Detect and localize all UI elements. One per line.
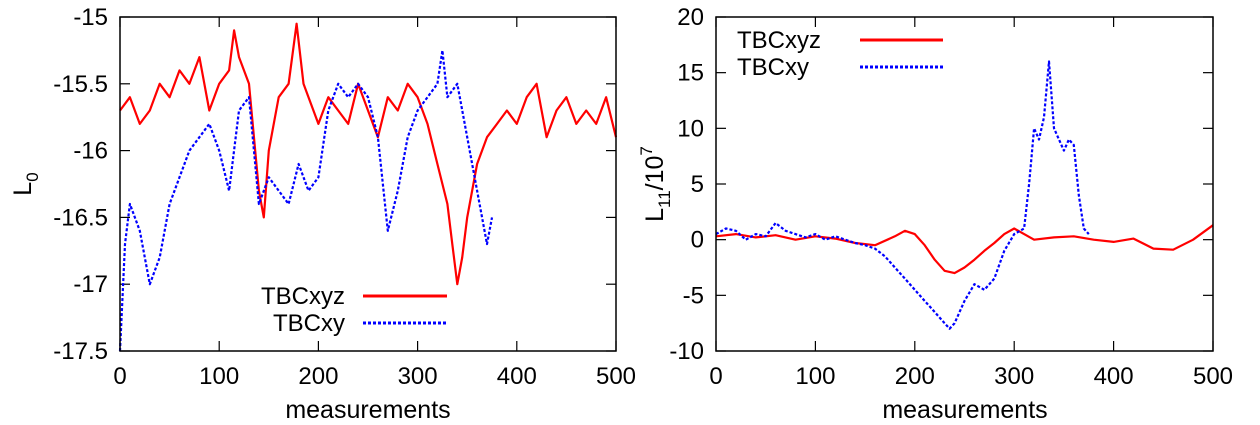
chart-left: 0 100 200 300 400 500 -17.5 -17 -16.5 -16 -15.5 -15… — [9, 4, 636, 424]
chart-right-x-tick-label: 500 — [1193, 363, 1233, 390]
chart-right-series — [715, 60, 1214, 330]
chart-left-y-tick-label: -17 — [73, 271, 108, 298]
chart-left-y-axis-label: L0 — [9, 172, 42, 195]
chart-left-legend-label-0: TBCxyz — [261, 283, 345, 310]
chart-right-tick-labels: 0 100 200 300 400 500 -10 -5 0 5 10 15 20 — [669, 4, 1233, 390]
chart-left-x-tick-label: 400 — [497, 363, 537, 390]
chart-left-series-tbcxyz-line — [119, 22, 618, 286]
chart-right: 0 100 200 300 400 500 -10 -5 0 5 10 15 20 measuremen… — [637, 4, 1233, 424]
chart-right-x-tick-label: 100 — [795, 363, 835, 390]
chart-left-y-tick-label: -16 — [73, 138, 108, 165]
chart-left-tick-labels: 0 100 200 300 400 500 -17.5 -17 -16.5 -16 -15.5 -15 — [53, 4, 636, 390]
chart-right-series-tbcxyz-line — [715, 224, 1214, 275]
chart-left-x-tick-label: 100 — [199, 363, 239, 390]
chart-left-x-tick-label: 200 — [298, 363, 338, 390]
chart-right-y-tick-label: 0 — [691, 227, 704, 254]
chart-right-x-tick-label: 0 — [709, 363, 722, 390]
chart-right-x-axis-label: measurements — [882, 396, 1047, 424]
chart-left-y-tick-label: -15.5 — [53, 71, 108, 98]
chart-right-y-tick-label: 15 — [677, 60, 704, 87]
chart-left-y-tick-label: -17.5 — [53, 338, 108, 365]
chart-right-y-tick-label: 10 — [677, 115, 704, 142]
chart-left-series — [118, 22, 618, 352]
chart-right-legend-label-0: TBCxyz — [737, 27, 821, 54]
chart-left-y-tick-label: -15 — [73, 4, 108, 31]
chart-left-plot-frame — [119, 16, 617, 352]
chart-right-legend-label-1: TBCxy — [737, 54, 809, 81]
chart-left-y-tick-label: -16.5 — [53, 204, 108, 231]
chart-right-y-axis-label: L11/107 — [637, 146, 674, 222]
chart-right-y-tick-label: -10 — [669, 338, 704, 365]
chart-left-legend: TBCxyz TBCxy — [261, 283, 447, 337]
chart-left-series-tbcxy-line — [118, 49, 494, 352]
chart-right-y-tick-label: 5 — [691, 171, 704, 198]
chart-right-y-tick-label: 20 — [677, 4, 704, 31]
chart-right-x-tick-label: 200 — [895, 363, 935, 390]
chart-left-x-tick-label: 500 — [596, 363, 636, 390]
chart-left-x-axis-label: measurements — [285, 396, 450, 424]
chart-right-series-tbcxy-line — [715, 60, 1090, 330]
chart-left-x-tick-label: 300 — [398, 363, 438, 390]
chart-left-ticks — [119, 16, 617, 352]
chart-right-legend: TBCxyz TBCxy — [737, 27, 943, 81]
chart-right-y-tick-label: -5 — [683, 282, 704, 309]
chart-left-legend-label-1: TBCxy — [273, 310, 345, 337]
chart-right-plot-frame — [715, 16, 1214, 352]
chart-right-x-tick-label: 400 — [1094, 363, 1134, 390]
chart-left-x-tick-label: 0 — [113, 363, 126, 390]
chart-right-x-tick-label: 300 — [994, 363, 1034, 390]
